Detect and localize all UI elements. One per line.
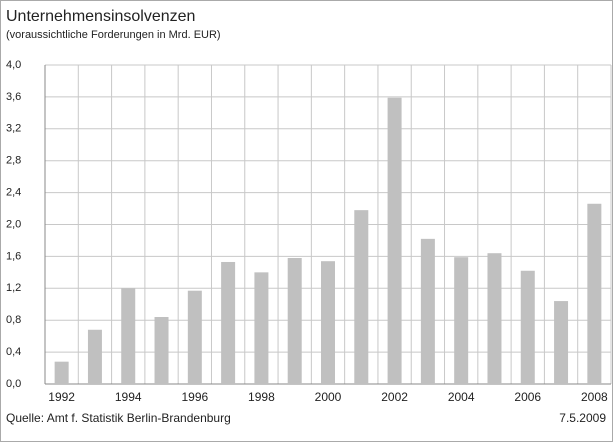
bar xyxy=(187,290,202,384)
bar xyxy=(487,253,502,384)
y-tick-label: 0,0 xyxy=(6,378,21,390)
x-tick-label: 2002 xyxy=(381,390,408,404)
bar xyxy=(520,270,535,384)
x-tick-label: 1994 xyxy=(115,390,142,404)
x-tick-label: 2000 xyxy=(315,390,342,404)
x-tick-label: 2004 xyxy=(448,390,475,404)
bar xyxy=(221,261,236,384)
x-tick-label: 1992 xyxy=(48,390,75,404)
bar xyxy=(587,203,602,384)
x-tick-label: 1996 xyxy=(181,390,208,404)
bar xyxy=(387,97,402,384)
bar xyxy=(454,257,469,384)
y-tick-label: 0,4 xyxy=(6,346,21,358)
bar xyxy=(354,210,369,384)
bar xyxy=(154,317,169,384)
y-tick-label: 1,6 xyxy=(6,250,21,262)
bar xyxy=(54,361,69,384)
x-tick-label: 1998 xyxy=(248,390,275,404)
x-tick-label: 2006 xyxy=(514,390,541,404)
y-tick-label: 1,2 xyxy=(6,282,21,294)
y-tick-label: 3,2 xyxy=(6,123,21,135)
y-tick-label: 2,4 xyxy=(6,187,21,199)
bar xyxy=(554,301,569,384)
bar xyxy=(420,238,435,384)
bar xyxy=(121,288,136,384)
date: 7.5.2009 xyxy=(559,411,606,425)
y-tick-label: 3,6 xyxy=(6,91,21,103)
chart-title: Unternehmensinsolvenzen xyxy=(6,8,195,25)
bar xyxy=(87,329,102,384)
bar xyxy=(321,261,335,384)
bar xyxy=(287,257,302,384)
chart-subtitle: (voraussichtliche Forderungen in Mrd. EU… xyxy=(6,29,221,41)
y-tick-label: 2,0 xyxy=(6,218,21,230)
source: Quelle: Amt f. Statistik Berlin-Brandenb… xyxy=(6,411,231,425)
y-tick-label: 4,0 xyxy=(6,59,21,71)
bar xyxy=(254,272,269,384)
x-tick-label: 2008 xyxy=(581,390,608,404)
y-tick-label: 0,8 xyxy=(6,314,21,326)
y-tick-label: 2,8 xyxy=(6,155,21,167)
